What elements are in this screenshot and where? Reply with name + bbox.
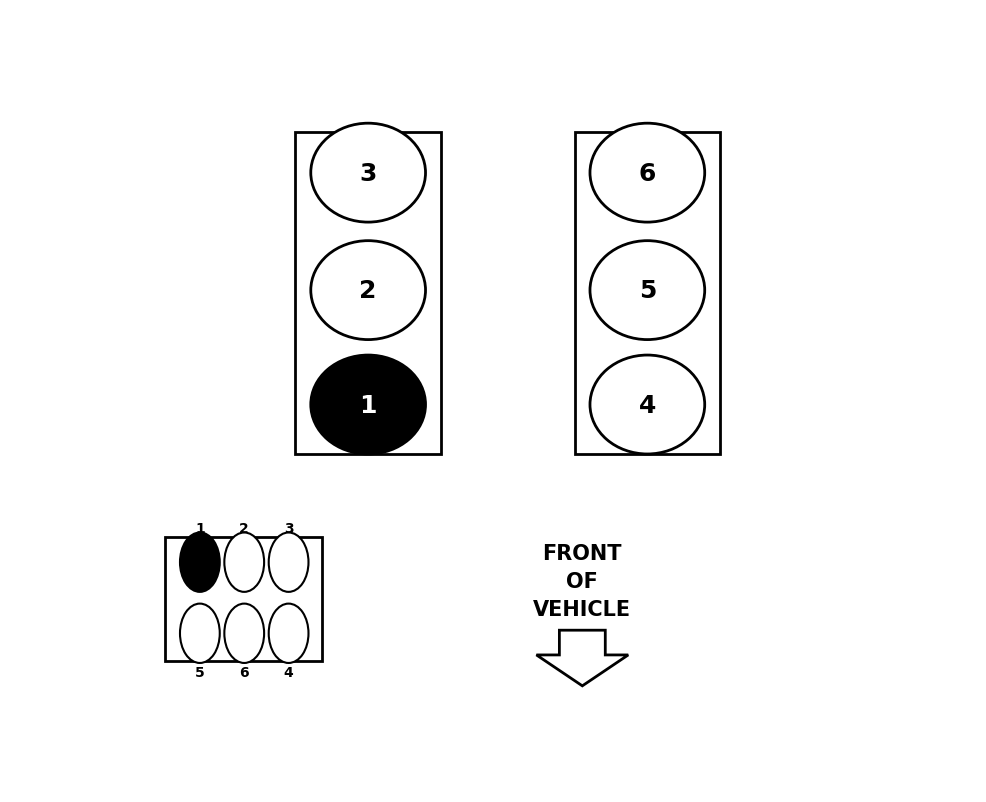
Text: 1: 1 bbox=[359, 393, 377, 417]
Ellipse shape bbox=[590, 241, 704, 340]
Text: 5: 5 bbox=[638, 279, 656, 302]
Ellipse shape bbox=[590, 355, 704, 455]
Bar bbox=[574, 133, 720, 455]
Text: 1: 1 bbox=[195, 521, 204, 536]
Text: 6: 6 bbox=[240, 665, 248, 678]
Text: 3: 3 bbox=[359, 161, 377, 185]
Ellipse shape bbox=[311, 355, 425, 455]
Ellipse shape bbox=[268, 604, 309, 663]
Ellipse shape bbox=[179, 533, 220, 592]
Text: 2: 2 bbox=[240, 521, 248, 536]
Ellipse shape bbox=[311, 124, 425, 223]
Text: 6: 6 bbox=[638, 161, 656, 185]
Text: 3: 3 bbox=[284, 521, 293, 536]
Bar bbox=[166, 538, 321, 662]
Text: FRONT
OF
VEHICLE: FRONT OF VEHICLE bbox=[532, 543, 631, 619]
Bar bbox=[295, 133, 441, 455]
Ellipse shape bbox=[224, 533, 264, 592]
Text: 4: 4 bbox=[283, 665, 293, 678]
Ellipse shape bbox=[590, 124, 704, 223]
Text: 4: 4 bbox=[638, 393, 656, 417]
Ellipse shape bbox=[179, 604, 220, 663]
Ellipse shape bbox=[311, 241, 425, 340]
Ellipse shape bbox=[224, 604, 264, 663]
Text: 2: 2 bbox=[359, 279, 377, 302]
Ellipse shape bbox=[268, 533, 309, 592]
Polygon shape bbox=[536, 630, 627, 686]
Text: 5: 5 bbox=[195, 665, 204, 678]
